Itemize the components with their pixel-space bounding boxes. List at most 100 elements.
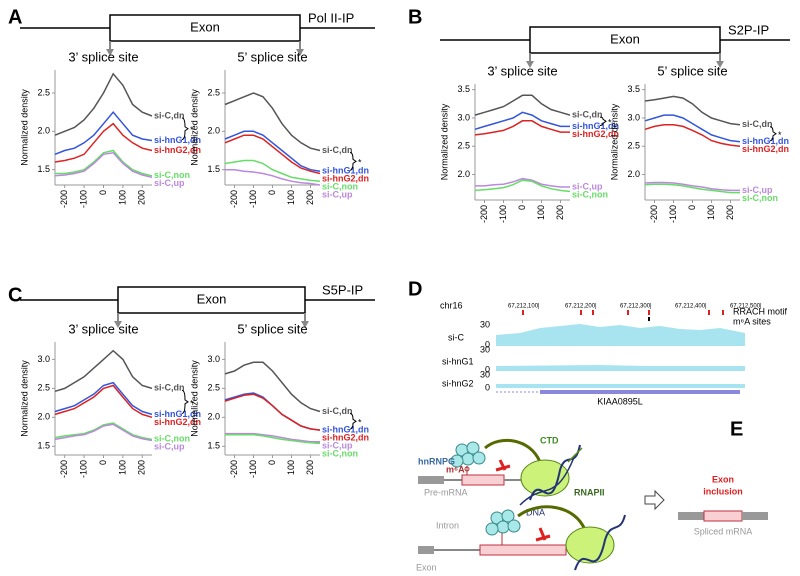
- series-label: si-hnG1,dn: [742, 136, 789, 146]
- genome-track: chr16 67,212,100| 67,212,200| 67,212,300…: [440, 300, 788, 406]
- y-tick-label: 2.5: [37, 87, 50, 97]
- series-line: [54, 122, 153, 163]
- motif-marks: [522, 310, 724, 321]
- rnapii: [565, 526, 615, 564]
- site-label: 3’ splice site: [68, 49, 138, 64]
- y-tick-label: 3.0: [457, 112, 470, 122]
- panel-label: A: [8, 6, 22, 28]
- x-tick-label: 100: [536, 205, 546, 220]
- annotation: *: [358, 418, 362, 428]
- y-axis-label: Normalized density: [189, 89, 199, 166]
- series-line: [474, 179, 571, 193]
- y-tick-label: 2.5: [627, 141, 640, 151]
- brace: [181, 117, 189, 141]
- y-axis-label: Normalized density: [19, 89, 29, 166]
- series-line: [644, 183, 740, 194]
- gene-label: KIAA0895L: [597, 396, 643, 406]
- series-line: [54, 111, 153, 155]
- series-line: [224, 130, 321, 172]
- exon-box: [418, 476, 444, 484]
- y-axis-label: Normalized density: [439, 103, 449, 180]
- exon-label: Exon: [610, 31, 640, 46]
- panel-label: C: [8, 284, 22, 306]
- series-line: [224, 393, 321, 431]
- annotation: *: [358, 158, 362, 168]
- direction-arrow: [567, 447, 583, 463]
- x-tick-label: 0: [267, 460, 277, 465]
- site-label: 3’ splice site: [487, 63, 557, 78]
- annotation: *: [608, 118, 612, 128]
- transition-arrow: [644, 489, 665, 511]
- inhibition: [535, 527, 551, 542]
- track-label: si-hnG2: [442, 378, 474, 388]
- exon-box: [117, 286, 306, 314]
- series-line: [474, 94, 571, 116]
- series-label: si-hnG2,dn: [742, 144, 789, 154]
- series-label: si-hnG1,dn: [322, 166, 369, 176]
- series-label: si-hnG2,dn: [322, 174, 369, 184]
- series-label: si-hnG2,dn: [154, 417, 201, 427]
- brace: [349, 152, 357, 171]
- y-axis-label: Normalized density: [19, 360, 29, 437]
- series-line: [54, 349, 153, 393]
- series-label: si-C,up: [322, 190, 353, 200]
- y-tick-label: 2.5: [207, 383, 220, 393]
- hnrnpg-label: hnRNPG: [418, 456, 455, 466]
- brace: [349, 413, 357, 430]
- dna: [519, 454, 576, 506]
- hnrnpg-cluster: [450, 441, 486, 468]
- exon-box: [529, 26, 721, 54]
- track-max: 30: [480, 344, 490, 354]
- brace: [181, 389, 189, 414]
- annotation: *: [190, 398, 194, 408]
- brace: [769, 126, 777, 142]
- panel-label: E: [730, 418, 743, 440]
- y-tick-label: 2.0: [207, 412, 220, 422]
- series-label: si-C,dn: [322, 145, 353, 155]
- series-label: si-C,non: [572, 189, 608, 199]
- arrow-head: [526, 61, 534, 68]
- x-tick-label: 0: [267, 190, 277, 195]
- x-tick-label: 0: [98, 190, 108, 195]
- y-tick-label: 2.5: [207, 87, 220, 97]
- series-line: [644, 114, 741, 143]
- annotation: *: [778, 130, 782, 140]
- y-tick-label: 2.0: [457, 169, 470, 179]
- dna: [574, 514, 626, 571]
- series-line: [224, 134, 321, 175]
- series-line: [225, 168, 321, 186]
- intron-label: Intron: [436, 520, 459, 530]
- series-line: [475, 177, 570, 188]
- x-tick-label: -200: [649, 205, 659, 223]
- series-label: si-C,up: [154, 178, 185, 188]
- diagram: hnRNPG CTD m⁶A RNAPII Pre-mRNA DNA Exon …: [416, 435, 768, 572]
- x-tick-label: 100: [117, 190, 127, 205]
- track-max: 30: [480, 369, 490, 379]
- panel-label: B: [408, 6, 422, 28]
- x-tick-label: 100: [117, 460, 127, 475]
- y-tick-label: 3.5: [457, 84, 470, 94]
- x-tick-label: 0: [98, 460, 108, 465]
- y-tick-label: 1.5: [37, 441, 50, 451]
- x-tick-label: 200: [725, 205, 735, 220]
- series-line: [54, 423, 153, 442]
- y-tick-label: 3.0: [37, 354, 50, 364]
- ctd-label: CTD: [540, 435, 559, 445]
- track-min: 0: [485, 382, 490, 392]
- spliced-label: Spliced mRNA: [694, 526, 753, 536]
- series-line: [474, 111, 570, 131]
- site-label: 5’ splice site: [657, 63, 727, 78]
- series-line: [224, 361, 321, 413]
- x-tick-label: -200: [229, 460, 239, 478]
- exon-box: [418, 546, 434, 554]
- x-tick-label: 100: [706, 205, 716, 220]
- ip-label: S2P-IP: [728, 22, 769, 37]
- series-label: si-C,up: [322, 440, 353, 450]
- y-tick-label: 2.0: [37, 126, 50, 136]
- series-line: [225, 432, 320, 443]
- x-tick-label: -100: [248, 190, 258, 208]
- series-label: si-C,non: [742, 193, 778, 203]
- coord: 67,212,400|: [675, 304, 707, 310]
- x-tick-label: 100: [286, 190, 296, 205]
- x-tick-label: -200: [229, 190, 239, 208]
